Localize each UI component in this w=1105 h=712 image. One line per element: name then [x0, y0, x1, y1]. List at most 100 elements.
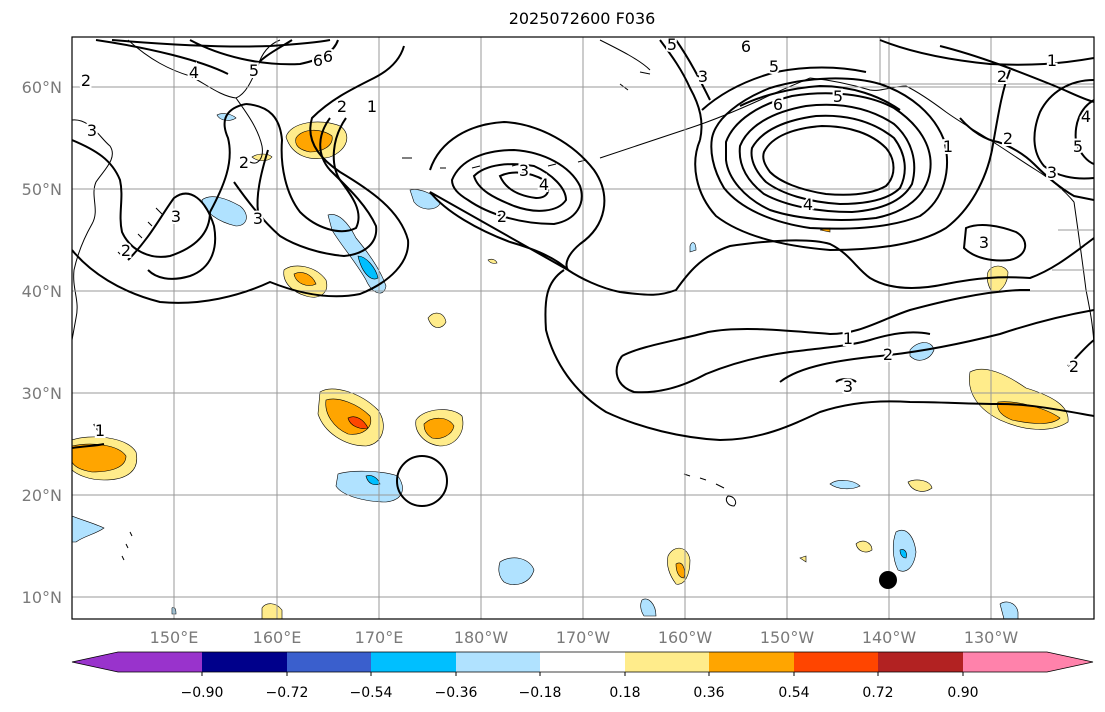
contour-label: 4 [1081, 107, 1091, 126]
colorbar-swatch [709, 652, 794, 672]
coastline-asia [72, 119, 113, 341]
longitude-labels: 150°E 160°E 170°E 180°W 170°W 160°W 150°… [150, 628, 1019, 647]
contour-line [750, 114, 906, 206]
contour-label: 2 [239, 153, 249, 172]
colorbar-swatch [625, 652, 709, 672]
contour-line [879, 39, 1094, 66]
colorbar-tick-label: −0.36 [435, 685, 478, 701]
contour-label: 1 [843, 329, 853, 348]
contour-label: 6 [313, 51, 323, 70]
colorbar-swatch [794, 652, 878, 672]
contour-label: 6 [741, 37, 751, 56]
contour-line [710, 77, 948, 230]
latitude-labels: 60°N 50°N 40°N 30°N 20°N 10°N [22, 78, 62, 607]
colorbar-outline [71, 651, 1094, 673]
contour-labels: 6 4 5 6 2 1 3 2 3 3 2 3 4 2 5 6 5 6 5 4 … [79, 35, 1093, 442]
colorbar-swatch [371, 652, 456, 672]
contour-label: 2 [997, 67, 1007, 86]
lat-label: 50°N [22, 180, 62, 199]
contour-label: 3 [698, 67, 708, 86]
colorbar-tick-label: 0.36 [693, 685, 724, 701]
lon-label: 180°W [454, 628, 509, 647]
contour-line [701, 66, 867, 111]
contour-label: 5 [833, 87, 843, 106]
map-frame [71, 36, 1095, 620]
shade-patch [72, 515, 105, 543]
lon-label: 170°E [355, 628, 404, 647]
coastline-kamchatka [127, 39, 281, 99]
contour-line [209, 103, 247, 213]
contour-line [959, 117, 1094, 201]
contour-label: 1 [1047, 51, 1057, 70]
shade-patch [427, 312, 447, 328]
contour-line [396, 455, 448, 507]
contour-label: 5 [667, 35, 677, 54]
contour-label: 3 [253, 209, 263, 228]
shade-patch [899, 549, 907, 559]
colorbar-swatch [118, 652, 202, 672]
shade-patch [295, 129, 333, 153]
colorbar-tick-label: 0.18 [609, 685, 640, 701]
lat-label: 30°N [22, 384, 62, 403]
contour-line [694, 69, 1011, 252]
contour-line [233, 117, 378, 258]
contour-label: 5 [1073, 137, 1083, 156]
contour-label: 6 [323, 47, 333, 66]
contour-line [835, 378, 857, 383]
lon-label: 160°W [658, 628, 713, 647]
contour-line [1074, 99, 1094, 165]
colorbar-tick-labels: −0.90 −0.72 −0.54 −0.36 −0.18 0.18 0.36 … [181, 685, 979, 701]
lon-label: 140°W [862, 628, 917, 647]
contour-label: 4 [189, 63, 199, 82]
contour-line [450, 148, 583, 226]
contour-line [738, 103, 916, 214]
colorbar-swatch [456, 652, 540, 672]
colorbar-swatch [202, 652, 287, 672]
lon-label: 160°E [253, 628, 302, 647]
colorbar [71, 651, 1094, 676]
contour-line [245, 103, 360, 233]
shade-patch [357, 255, 379, 280]
contour-line [498, 171, 550, 200]
contour-line [72, 139, 211, 258]
contour-line [725, 92, 932, 221]
contour-lines [72, 39, 1094, 507]
colorbar-tick-label: −0.90 [181, 685, 224, 701]
coastline-chukotka [599, 39, 651, 91]
contour-line [256, 149, 269, 213]
shade-patch [72, 443, 127, 473]
contour-label: 2 [1069, 357, 1079, 376]
colorbar-tick-label: −0.18 [519, 685, 562, 701]
colorbar-swatch [287, 652, 371, 672]
shade-patch [498, 557, 535, 585]
contour-line [615, 331, 931, 394]
coastline-northwest-america [1073, 201, 1094, 351]
contour-line [93, 423, 105, 437]
colorbar-tick-label: −0.72 [266, 685, 309, 701]
contour-label: 2 [121, 241, 131, 260]
contour-line [1067, 339, 1094, 367]
coastline-marianas [121, 531, 133, 561]
shade-patch [907, 479, 933, 492]
contour-line [762, 124, 895, 196]
colorbar-extend-max [1047, 652, 1093, 672]
colorbar-tick-label: −0.54 [350, 685, 393, 701]
lon-label: 150°E [150, 628, 199, 647]
colorbar-tick-label: 0.72 [862, 685, 893, 701]
contour-label: 3 [843, 377, 853, 396]
coastline-kurils [117, 207, 163, 257]
shade-patch [829, 480, 861, 490]
contour-line [127, 192, 217, 280]
gridlines [72, 37, 1094, 619]
shade-patch [689, 242, 697, 253]
contour-label: 1 [95, 421, 105, 440]
colorbar-swatch [878, 652, 963, 672]
shade-patch [675, 562, 685, 579]
coastline-hawaii [683, 473, 737, 507]
contour-line [567, 237, 1094, 296]
contour-line [95, 39, 293, 75]
colorbar-tick-label: 0.90 [947, 685, 978, 701]
contour-line [72, 45, 410, 304]
lat-label: 40°N [22, 282, 62, 301]
